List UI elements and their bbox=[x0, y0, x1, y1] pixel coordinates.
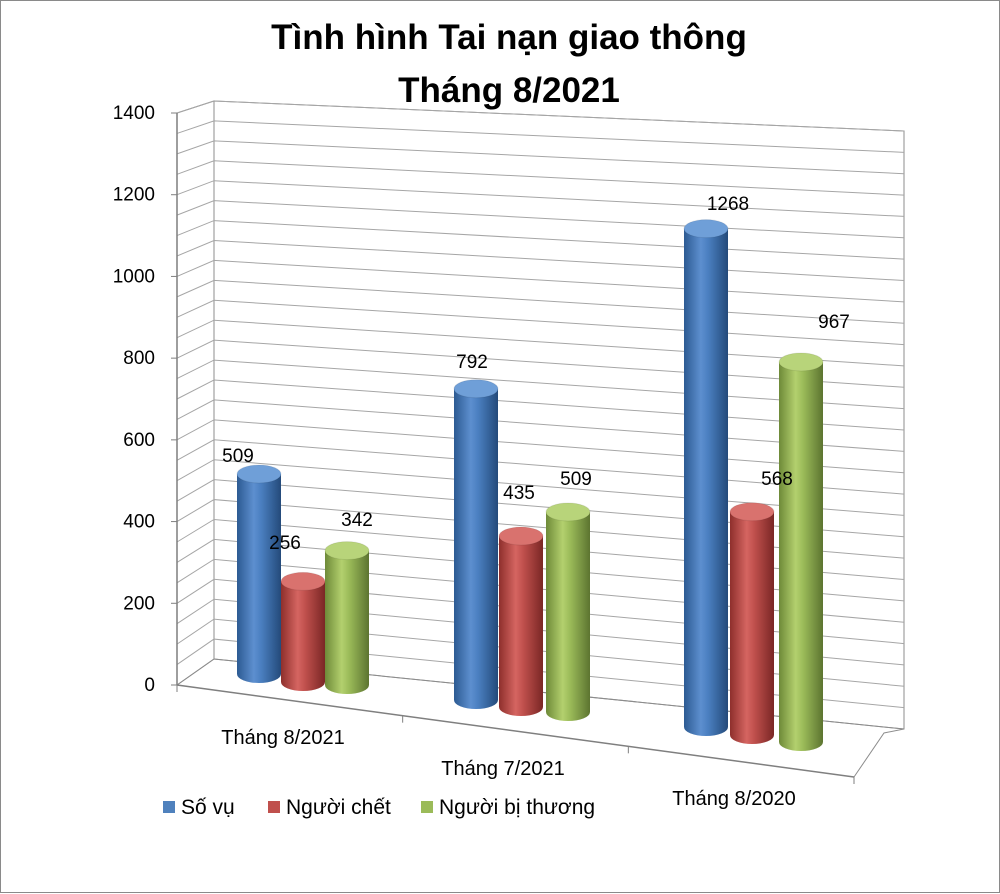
data-label-so-vu-thang-8-2020: 1268 bbox=[707, 194, 749, 215]
legend-swatch-nguoi-bi-thuong bbox=[421, 801, 433, 813]
gridline bbox=[176, 598, 905, 666]
bar-so-vu-thang-7-2021-body bbox=[454, 388, 498, 709]
gridline bbox=[176, 618, 905, 687]
gridline bbox=[176, 379, 905, 431]
y-tick-label: 600 bbox=[123, 430, 155, 451]
floor bbox=[176, 658, 905, 778]
bar-nguoi-chet-thang-8-2020-body bbox=[730, 511, 774, 744]
gridline bbox=[176, 180, 905, 217]
gridline bbox=[176, 479, 905, 538]
gridline bbox=[176, 558, 905, 623]
chart-title-line-2: Tháng 8/2021 bbox=[398, 71, 620, 110]
y-tick-label: 1000 bbox=[113, 266, 155, 287]
bar-nguoi-bi-thuong-thang-8-2021 bbox=[324, 541, 370, 694]
gridline bbox=[176, 279, 905, 324]
gridline bbox=[176, 200, 905, 239]
gridline bbox=[176, 319, 905, 367]
y-tick-label: 200 bbox=[123, 593, 155, 614]
data-label-so-vu-thang-8-2021: 509 bbox=[222, 446, 254, 467]
legend: Số vụ Người chết Người bị thương bbox=[163, 796, 595, 819]
bar-so-vu-thang-8-2021 bbox=[236, 464, 282, 683]
y-tick-label: 1400 bbox=[113, 103, 155, 124]
category-label-thang-8-2020: Tháng 8/2020 bbox=[672, 788, 795, 810]
category-label-thang-8-2021: Tháng 8/2021 bbox=[221, 727, 344, 749]
bar-nguoi-chet-thang-8-2021-top bbox=[280, 571, 326, 591]
gridline bbox=[176, 439, 905, 495]
labels-layer: 509 256 342 792 435 509 1268 568 967 bbox=[222, 194, 850, 554]
data-label-nguoi-bi-thuong-thang-8-2020: 967 bbox=[818, 312, 850, 333]
bar-nguoi-chet-thang-8-2020-top bbox=[729, 502, 775, 522]
legend-swatch-so-vu bbox=[163, 801, 175, 813]
gridline bbox=[176, 578, 905, 645]
bar-nguoi-chet-thang-7-2021-body bbox=[499, 536, 543, 716]
bar-so-vu-thang-8-2020-top bbox=[683, 219, 729, 239]
gridline bbox=[176, 419, 905, 474]
y-tick-label: 0 bbox=[144, 675, 155, 696]
category-label-thang-7-2021: Tháng 7/2021 bbox=[441, 758, 564, 780]
bars-layer bbox=[236, 219, 824, 751]
bar-nguoi-bi-thuong-thang-8-2020-top bbox=[778, 352, 824, 372]
bar-nguoi-bi-thuong-thang-8-2020 bbox=[778, 352, 824, 751]
gridline bbox=[176, 160, 905, 196]
data-label-nguoi-chet-thang-8-2020: 568 bbox=[761, 469, 793, 490]
gridline bbox=[176, 259, 905, 303]
data-label-nguoi-chet-thang-7-2021: 435 bbox=[503, 483, 535, 504]
gridline bbox=[176, 638, 905, 709]
bar-so-vu-thang-8-2021-body bbox=[237, 473, 281, 683]
bar-nguoi-bi-thuong-thang-7-2021 bbox=[545, 502, 591, 721]
gridline bbox=[176, 538, 905, 602]
gridline bbox=[176, 518, 905, 580]
gridline bbox=[176, 100, 905, 132]
gridline bbox=[176, 459, 905, 516]
bar-so-vu-thang-8-2020-body bbox=[684, 228, 728, 736]
y-tick-label: 400 bbox=[123, 512, 155, 533]
legend-label-nguoi-bi-thuong: Người bị thương bbox=[439, 796, 595, 819]
y-tick-label: 1200 bbox=[113, 185, 155, 206]
bar-nguoi-bi-thuong-thang-8-2021-top bbox=[324, 541, 370, 561]
bar-so-vu-thang-7-2021-top bbox=[453, 379, 499, 399]
gridline bbox=[176, 359, 905, 410]
side-wall bbox=[176, 100, 215, 686]
bar-nguoi-bi-thuong-thang-8-2020-body bbox=[779, 361, 823, 751]
data-label-nguoi-chet-thang-8-2021: 256 bbox=[269, 533, 301, 554]
y-tick-label: 800 bbox=[123, 348, 155, 369]
gridline bbox=[176, 140, 905, 175]
legend-swatch-nguoi-chet bbox=[268, 801, 280, 813]
gridline bbox=[176, 339, 905, 388]
gridline bbox=[176, 499, 905, 559]
gridline bbox=[176, 120, 905, 153]
bar-nguoi-bi-thuong-thang-8-2021-body bbox=[325, 550, 369, 694]
axis-layer: 0 200 400 600 800 1000 1200 1400 Tháng 8/2021 Thá… bbox=[113, 103, 905, 810]
bar-nguoi-chet-thang-7-2021 bbox=[498, 526, 544, 716]
bar-nguoi-chet-thang-7-2021-top bbox=[498, 526, 544, 546]
bar-nguoi-chet-thang-8-2020 bbox=[729, 502, 775, 744]
bar-so-vu-thang-8-2021-top bbox=[236, 464, 282, 484]
bar-so-vu-thang-8-2020 bbox=[683, 219, 729, 736]
data-label-nguoi-bi-thuong-thang-7-2021: 509 bbox=[560, 469, 592, 490]
gridline bbox=[176, 239, 905, 281]
data-label-nguoi-bi-thuong-thang-8-2021: 342 bbox=[341, 510, 373, 531]
legend-label-nguoi-chet: Người chết bbox=[286, 796, 391, 819]
gridline bbox=[176, 299, 905, 346]
gridline bbox=[176, 220, 905, 260]
legend-label-so-vu: Số vụ bbox=[181, 796, 235, 819]
bar-nguoi-chet-thang-8-2021-body bbox=[281, 581, 325, 691]
bar-nguoi-bi-thuong-thang-7-2021-body bbox=[546, 511, 590, 721]
gridline bbox=[176, 399, 905, 452]
x-axis-line bbox=[176, 684, 855, 778]
bar-so-vu-thang-7-2021 bbox=[453, 379, 499, 709]
chart-title-line-1: Tình hình Tai nạn giao thông bbox=[271, 18, 747, 57]
data-label-so-vu-thang-7-2021: 792 bbox=[456, 352, 488, 373]
bar-nguoi-chet-thang-8-2021 bbox=[280, 571, 326, 691]
bar-nguoi-bi-thuong-thang-7-2021-top bbox=[545, 502, 591, 522]
